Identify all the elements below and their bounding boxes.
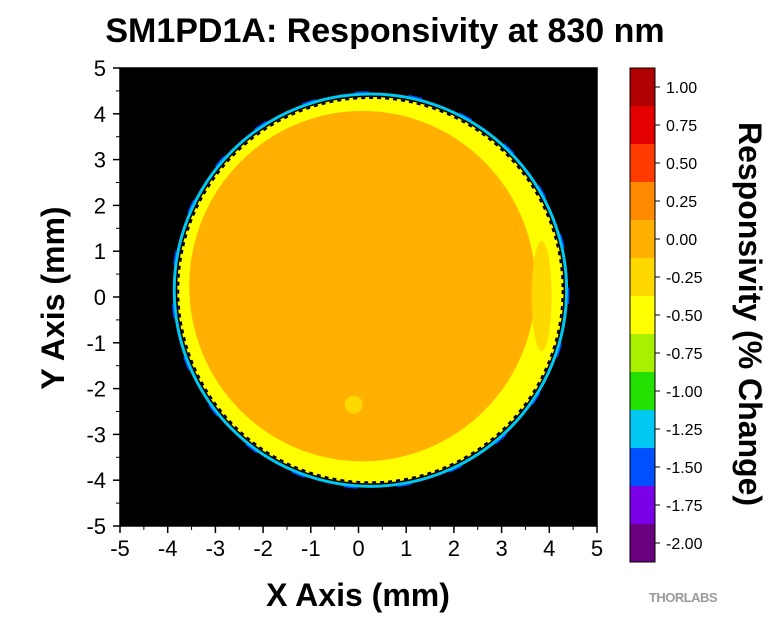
detector-rim-outer: [171, 91, 570, 490]
x-axis-title: X Axis (mm): [266, 577, 450, 613]
colorbar-tick-label: -0.75: [666, 346, 703, 363]
y-tick-label: 5: [94, 56, 106, 81]
detector-patch: [531, 241, 552, 352]
colorbar-tick-label: -2.00: [666, 536, 703, 553]
x-tick-label: 5: [591, 536, 603, 561]
colorbar-tick-label: 0.75: [666, 118, 697, 135]
colorbar-frame: [629, 67, 656, 563]
plot-area: [119, 67, 598, 527]
x-tick-label: -1: [301, 536, 321, 561]
x-tick-label: 4: [543, 536, 555, 561]
colorbar-cell: [630, 448, 655, 486]
colorbar-cell: [630, 334, 655, 372]
y-axis-title: Y Axis (mm): [35, 206, 71, 389]
colorbar-tick-label: 0.50: [666, 156, 697, 173]
colorbar-tick-label: 0.00: [666, 232, 697, 249]
x-tick-label: -4: [158, 536, 178, 561]
colorbar-cell: [630, 220, 655, 258]
chart-title: SM1PD1A: Responsivity at 830 nm: [105, 12, 664, 50]
colorbar-tick-label: -0.25: [666, 270, 703, 287]
x-tick-label: 1: [400, 536, 412, 561]
colorbar-tick-label: 0.25: [666, 194, 697, 211]
x-tick-label: -5: [110, 536, 130, 561]
y-tick-label: 1: [94, 239, 106, 264]
colorbar-tick-label: -1.25: [666, 422, 703, 439]
colorbar-cell: [630, 296, 655, 334]
colorbar-tick-label: -0.50: [666, 308, 703, 325]
y-tick-label: -2: [86, 377, 106, 402]
detector-rim: [172, 92, 569, 488]
y-tick-label: 2: [94, 193, 106, 218]
colorbar-tick-label: 1.00: [666, 80, 697, 97]
x-tick-label: 3: [495, 536, 507, 561]
x-axis: -5 -4 -3 -2 -1 0 1 2 3 4 5: [110, 526, 603, 561]
colorbar-tick-label: -1.00: [666, 384, 703, 401]
colorbar-cell: [630, 144, 655, 182]
colorbar: 1.00 0.75 0.50 0.25 0.00 -0.25 -0.50 -0.75 -1.00…: [629, 67, 703, 563]
y-tick-label: 4: [94, 102, 106, 127]
colorbar-cell: [630, 182, 655, 220]
colorbar-tick-label: -1.50: [666, 460, 703, 477]
y-tick-label: -5: [86, 514, 106, 539]
colorbar-cell: [630, 524, 655, 562]
colorbar-cell: [630, 106, 655, 144]
colorbar-cell: [630, 372, 655, 410]
y-tick-label: 3: [94, 148, 106, 173]
colorbar-cell: [630, 258, 655, 296]
colorbar-cell: [630, 68, 655, 106]
y-axis: 5 4 3 2 1 0 -1 -2 -3 -4 -5: [86, 56, 120, 539]
detector-center-region: [189, 110, 536, 462]
colorbar-tick-label: -1.75: [666, 498, 703, 515]
colorbar-title: Responsivity (% Change): [732, 122, 768, 506]
x-tick-label: -3: [206, 536, 226, 561]
x-tick-label: 0: [352, 536, 364, 561]
colorbar-cell: [630, 410, 655, 448]
y-tick-label: 0: [94, 285, 106, 310]
detector-outline: [177, 96, 564, 484]
x-tick-label: -2: [253, 536, 273, 561]
y-tick-label: -4: [86, 468, 106, 493]
y-tick-label: -3: [86, 422, 106, 447]
detector-spot: [344, 395, 363, 414]
x-tick-label: 2: [448, 536, 460, 561]
thorlabs-logo: THORLABS: [649, 590, 718, 605]
colorbar-cell: [630, 486, 655, 524]
y-tick-label: -1: [86, 331, 106, 356]
